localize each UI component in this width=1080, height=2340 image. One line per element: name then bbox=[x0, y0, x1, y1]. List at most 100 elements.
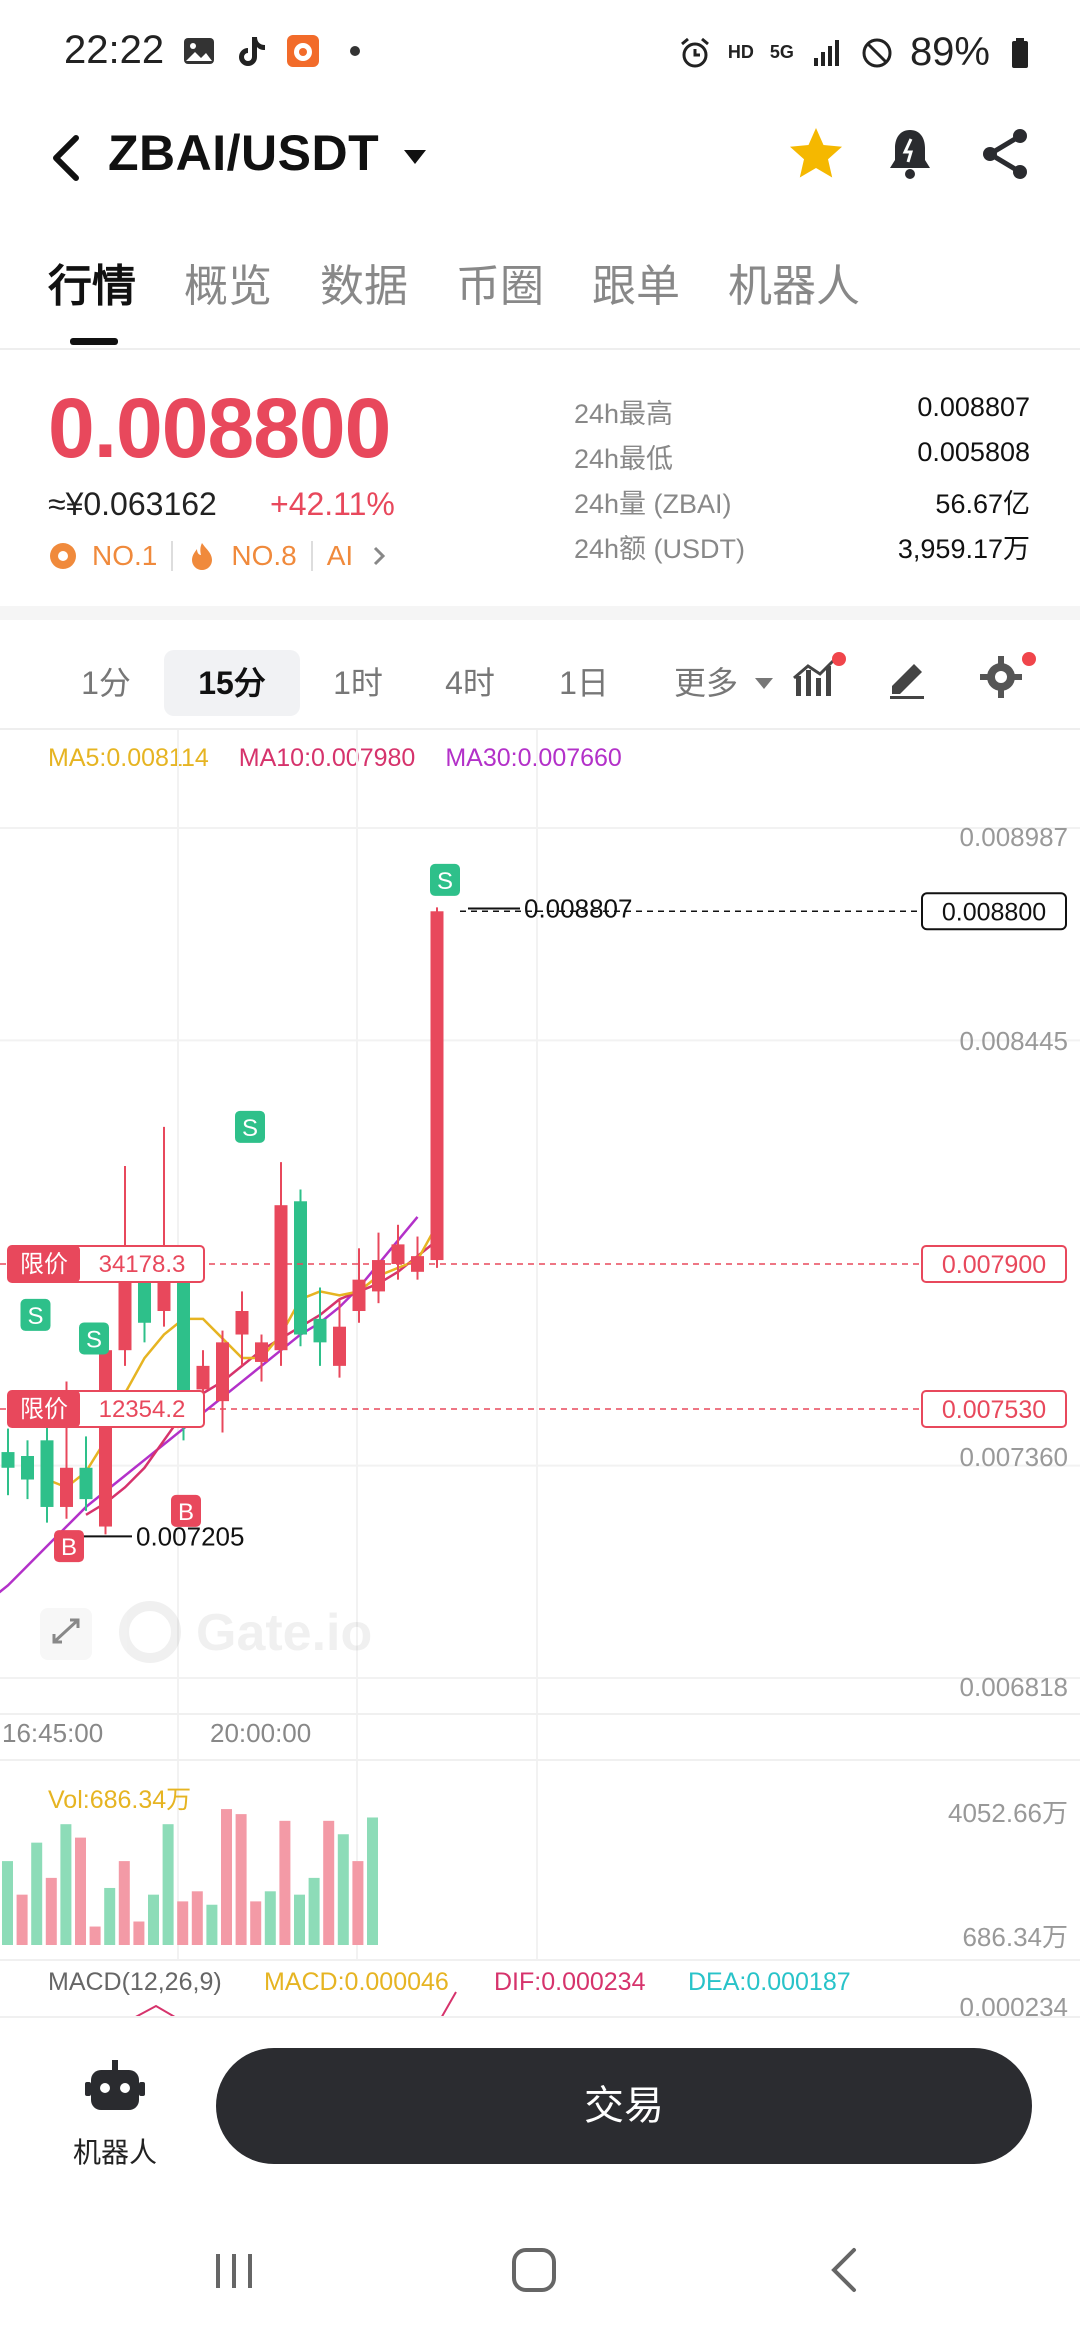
rank-tags[interactable]: NO.1 NO.8 AI bbox=[48, 540, 391, 572]
trade-signals: S S S S B B bbox=[20, 863, 460, 1563]
volume-bar bbox=[16, 1894, 28, 1945]
sell-signal-badge bbox=[235, 1110, 265, 1143]
more-caret-icon[interactable] bbox=[752, 674, 776, 694]
price-axis-label: 0.007360 bbox=[960, 1442, 1068, 1472]
dot-icon bbox=[350, 46, 360, 56]
price-axis-label: 0.006818 bbox=[960, 1672, 1068, 1702]
share-icon[interactable] bbox=[974, 122, 1038, 186]
status-right: HD 5G 89% bbox=[678, 30, 1040, 75]
order-label: 限价 bbox=[20, 1396, 68, 1423]
interval-4h[interactable]: 4时 bbox=[445, 665, 495, 701]
fire-icon bbox=[192, 543, 213, 570]
draw-tool-icon[interactable] bbox=[882, 652, 932, 702]
stat-row: 24h额 (USDT) 3,959.17万 bbox=[574, 534, 1030, 564]
last-price-tag[interactable]: 0.008800 bbox=[921, 892, 1067, 931]
chevron-right-icon bbox=[374, 546, 386, 566]
star-icon[interactable] bbox=[784, 122, 848, 186]
fullscreen-icon[interactable] bbox=[40, 1608, 92, 1660]
limit-order-line[interactable]: 限价 34178.3 0.007900 bbox=[0, 1244, 1067, 1283]
volume-bar bbox=[337, 1834, 349, 1945]
tab-community[interactable]: 币圈 bbox=[456, 262, 544, 311]
candle-body bbox=[60, 1467, 73, 1507]
rank-separator bbox=[171, 541, 174, 571]
alarm-icon bbox=[680, 37, 709, 67]
price-axis-label: 0.008445 bbox=[960, 1026, 1068, 1056]
tab-market[interactable]: 行情 bbox=[48, 262, 136, 311]
robot-button[interactable]: 机器人 bbox=[60, 2058, 170, 2171]
status-time: 22:22 bbox=[64, 28, 165, 72]
settings-icon[interactable] bbox=[976, 652, 1026, 702]
volume-bars bbox=[2, 1809, 378, 1945]
notification-icons bbox=[182, 34, 372, 68]
sell-signal-badge bbox=[79, 1322, 109, 1355]
candles bbox=[1, 907, 444, 1535]
candle-body bbox=[216, 1342, 229, 1402]
signal-icon bbox=[813, 39, 839, 66]
bell-icon[interactable] bbox=[878, 122, 942, 186]
5g-indicator: 5G bbox=[769, 42, 794, 62]
macd-title: MACD(12,26,9) bbox=[48, 1968, 222, 1996]
ma10-label: MA10:0.007980 bbox=[238, 744, 416, 772]
stat-row: 24h最高 0.008807 bbox=[574, 392, 1030, 429]
back-nav-icon[interactable] bbox=[816, 2240, 876, 2300]
high-marker: 0.008807 bbox=[468, 894, 632, 924]
kline-chart[interactable]: 0.008987 0.008445 0.007360 0.006818 Gate… bbox=[0, 730, 1080, 2020]
dif-value: DIF:0.000234 bbox=[494, 1968, 646, 1996]
volume-label: Vol:686.34万 bbox=[48, 1786, 191, 1814]
candle-body bbox=[372, 1260, 385, 1292]
candle-body bbox=[118, 1263, 132, 1351]
candle-body bbox=[196, 1365, 210, 1390]
candle-body bbox=[1, 1452, 15, 1468]
recent-apps-icon[interactable] bbox=[204, 2240, 264, 2300]
tab-bots[interactable]: 机器人 bbox=[728, 262, 860, 311]
interval-selector: 1分 15分 1时 4时 1日 更多 bbox=[0, 630, 1080, 730]
interval-1m[interactable]: 1分 bbox=[81, 665, 131, 701]
candle-body bbox=[99, 1350, 112, 1527]
candle-body bbox=[391, 1244, 405, 1264]
rank-separator bbox=[310, 541, 313, 571]
bottom-action-bar: 机器人 交易 bbox=[0, 2016, 1080, 2196]
buy-signal-text: B bbox=[61, 1534, 77, 1561]
last-price: 0.008800 bbox=[48, 381, 391, 475]
back-icon[interactable] bbox=[44, 128, 88, 188]
candle-body bbox=[235, 1311, 249, 1335]
tabs-divider bbox=[0, 348, 1080, 350]
interval-more[interactable]: 更多 bbox=[673, 665, 738, 701]
rank-badge-icon bbox=[50, 543, 76, 569]
pair-title[interactable]: ZBAI/USDT bbox=[108, 125, 380, 181]
tab-overview[interactable]: 概览 bbox=[184, 262, 272, 311]
indicator-icon[interactable] bbox=[790, 652, 840, 702]
stat-row: 24h最低 0.005808 bbox=[574, 437, 1030, 474]
dropdown-caret-icon[interactable] bbox=[400, 142, 430, 172]
interval-1d[interactable]: 1日 bbox=[559, 665, 609, 701]
buy-signal-badge bbox=[171, 1494, 201, 1527]
interval-15m[interactable]: 15分 bbox=[164, 650, 300, 716]
volume-bar bbox=[235, 1814, 247, 1945]
candle-body bbox=[79, 1467, 93, 1500]
rank-1: NO.1 bbox=[92, 540, 158, 571]
interval-1h[interactable]: 1时 bbox=[333, 665, 383, 701]
candle-body bbox=[40, 1440, 54, 1507]
macd-line bbox=[129, 1991, 457, 2020]
ma30-label: MA30:0.007660 bbox=[445, 744, 622, 772]
sell-signal-text: S bbox=[86, 1326, 102, 1353]
candle-body bbox=[21, 1456, 34, 1480]
high-marker-text: 0.008807 bbox=[524, 894, 632, 924]
tab-copy-trading[interactable]: 跟单 bbox=[592, 262, 680, 311]
stat-row: 24h量 (ZBAI) 56.67亿 bbox=[574, 489, 1030, 519]
candle-body bbox=[313, 1318, 327, 1343]
home-icon[interactable] bbox=[504, 2240, 564, 2300]
volume-bar bbox=[352, 1861, 364, 1945]
hd-indicator: HD bbox=[727, 42, 754, 62]
last-price-tag-text: 0.008800 bbox=[942, 898, 1046, 926]
tab-data[interactable]: 数据 bbox=[320, 262, 408, 311]
time-axis-label: 16:45:00 bbox=[2, 1718, 103, 1748]
trade-button[interactable]: 交易 bbox=[216, 2048, 1032, 2164]
cny-price: ≈¥0.063162 bbox=[48, 486, 217, 522]
candle-body bbox=[352, 1279, 366, 1312]
sell-signal-badge bbox=[20, 1298, 51, 1331]
limit-order-line[interactable]: 限价 12354.2 0.007530 bbox=[0, 1389, 1067, 1428]
order-label: 限价 bbox=[20, 1251, 68, 1278]
main-tabs: 行情 概览 数据 币圈 跟单 机器人 bbox=[48, 250, 860, 314]
indicator-dot bbox=[832, 652, 846, 666]
